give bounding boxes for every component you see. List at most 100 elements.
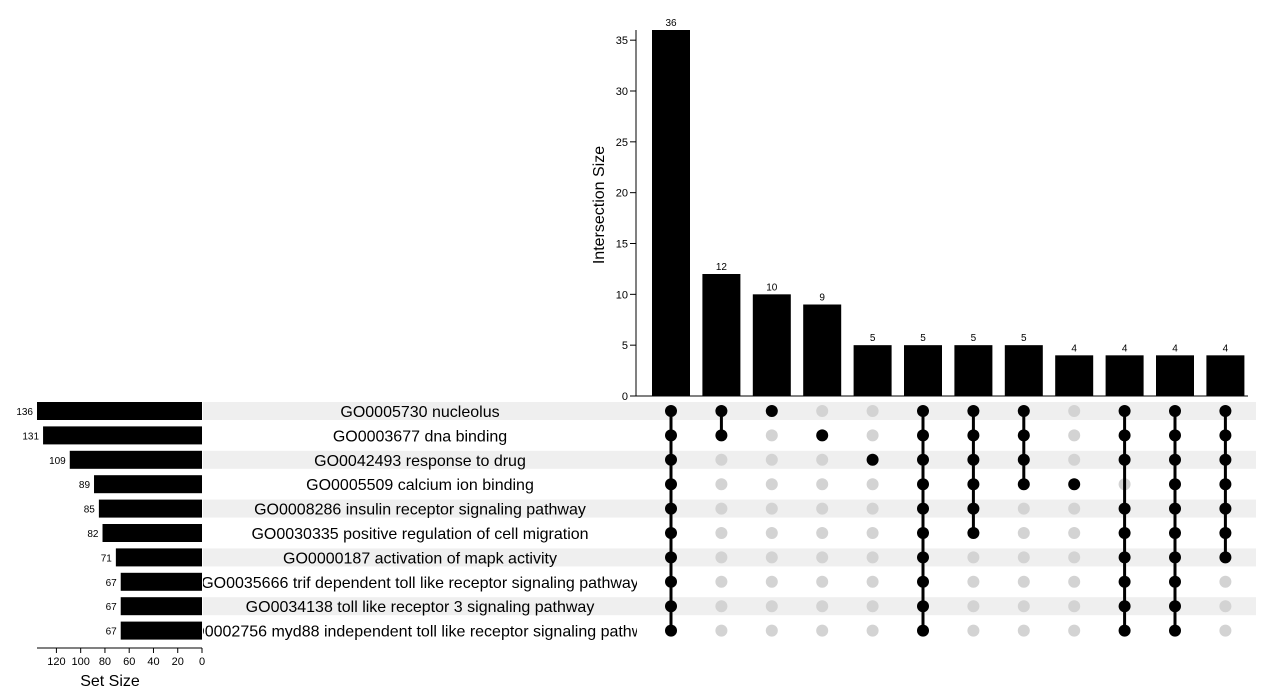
matrix-dot-active [917, 502, 929, 515]
matrix-dot-active [1118, 502, 1131, 515]
intersection-bar [1206, 355, 1245, 396]
matrix-dot-active [1118, 453, 1131, 466]
intersection-bars: 36 12 10 9 5 5 5 5 4 4 4 4 [652, 18, 1245, 396]
intersection-bar-label: 36 [665, 18, 677, 29]
matrix-dot-inactive [816, 551, 829, 564]
set-size-bars: 136 131 109 89 85 82 71 67 67 67 [16, 402, 202, 640]
intersection-bar-label: 4 [1223, 343, 1229, 354]
matrix-dot-inactive [1017, 527, 1030, 539]
matrix-dot-active [1017, 478, 1030, 491]
matrix-dot-inactive [816, 478, 829, 491]
set-name-group: GO0005730 nucleolus GO0003677 dna binding… [180, 404, 660, 641]
intersection-bar [702, 274, 741, 396]
matrix-dot-active [1017, 453, 1030, 466]
set-name-label: GO0002756 myd88 independent toll like re… [180, 624, 660, 641]
row-stripe [203, 597, 1256, 616]
matrix-dot-active [917, 551, 929, 564]
matrix-dot-inactive [1068, 575, 1081, 588]
set-size-bar [37, 402, 202, 420]
matrix-dot-inactive [967, 600, 980, 613]
matrix-dot-inactive [1068, 453, 1081, 466]
matrix-dot-active [1169, 575, 1181, 588]
matrix-dot-active [665, 575, 677, 588]
intersection-bar-label: 5 [971, 333, 977, 344]
set-size-label: 109 [49, 456, 66, 467]
matrix-dot-inactive [765, 575, 778, 588]
matrix-dot-active [816, 429, 829, 442]
matrix-dot-inactive [866, 600, 879, 613]
matrix-dot-active [967, 453, 980, 466]
matrix-dot-active [1118, 405, 1131, 417]
matrix-dot-inactive [816, 600, 829, 613]
intersection-bar-label: 5 [870, 333, 876, 344]
matrix-dot-inactive [1017, 575, 1030, 588]
matrix-dot-active [1169, 502, 1181, 515]
matrix-dot-active [1118, 575, 1131, 588]
matrix-dot-inactive [715, 551, 728, 564]
matrix-dot-active [665, 478, 677, 491]
set-size-label: 67 [106, 578, 118, 589]
matrix-dot-active [917, 624, 929, 637]
matrix-dot-inactive [715, 502, 728, 515]
set-size-tick-label: 120 [47, 656, 65, 668]
y-tick-label: 0 [622, 391, 628, 403]
matrix-dot-inactive [1017, 624, 1030, 637]
intersection-bar-label: 9 [819, 293, 825, 304]
intersection-bar [853, 345, 892, 396]
matrix-dot-active [665, 551, 677, 564]
matrix-dot-inactive [1068, 405, 1081, 417]
intersection-bar-label: 4 [1071, 343, 1077, 354]
matrix-dot-inactive [765, 478, 778, 491]
matrix-dot-inactive [765, 551, 778, 564]
set-size-label: 67 [106, 602, 118, 613]
matrix-dot-inactive [1068, 502, 1081, 515]
matrix-dot-inactive [1068, 624, 1081, 637]
set-size-axis-title: Set Size [80, 673, 140, 690]
row-stripe [203, 499, 1256, 518]
matrix-dot-active [1118, 624, 1131, 637]
set-name-label: GO0008286 insulin receptor signaling pat… [254, 502, 586, 519]
set-size-bar [120, 621, 202, 640]
matrix-dot-active [1169, 405, 1181, 417]
intersection-bar-label: 4 [1172, 343, 1178, 354]
set-size-tick-label: 20 [172, 656, 184, 668]
matrix-dot-inactive [866, 624, 879, 637]
intersection-size-axis: 0 5 10 15 20 25 30 35 Intersection Size [591, 30, 1248, 403]
membership-matrix [665, 405, 1232, 637]
matrix-dot-inactive [1068, 600, 1081, 613]
matrix-dot-active [1068, 478, 1081, 491]
matrix-dot-active [1169, 527, 1181, 539]
matrix-dot-active [1169, 624, 1181, 637]
set-size-bar [102, 524, 202, 542]
set-size-label: 131 [22, 431, 39, 442]
matrix-dot-inactive [1017, 502, 1030, 515]
matrix-dot-inactive [967, 551, 980, 564]
y-tick-label: 25 [616, 137, 628, 149]
set-size-bar [115, 548, 202, 567]
set-size-bar [120, 597, 202, 616]
matrix-dot-inactive [1017, 600, 1030, 613]
matrix-dot-active [665, 502, 677, 515]
matrix-dot-active [1219, 405, 1232, 417]
set-size-bar [120, 572, 202, 591]
set-size-bar [69, 450, 202, 469]
y-axis-title: Intersection Size [591, 146, 608, 264]
matrix-dot-active [665, 527, 677, 539]
row-stripe [203, 450, 1256, 469]
set-name-label: GO0035666 trif dependent toll like recep… [201, 575, 639, 592]
matrix-dot-inactive [866, 551, 879, 564]
matrix-dot-inactive [715, 600, 728, 613]
set-size-tick-label: 60 [123, 656, 135, 668]
matrix-dot-active [1219, 551, 1232, 564]
matrix-dot-active [967, 478, 980, 491]
matrix-dot-inactive [765, 624, 778, 637]
set-size-label: 82 [87, 529, 99, 540]
matrix-dot-active [1118, 527, 1131, 539]
matrix-dot-inactive [765, 527, 778, 539]
matrix-dot-active [715, 429, 728, 442]
y-tick-label: 10 [616, 289, 628, 301]
intersection-bar [1156, 355, 1194, 396]
set-size-bar [94, 475, 202, 494]
matrix-dot-active [917, 600, 929, 613]
